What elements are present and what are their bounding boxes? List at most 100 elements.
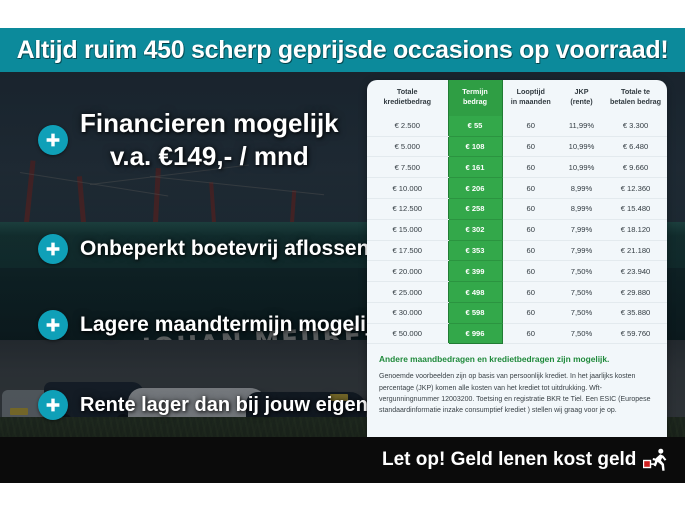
table-cell: € 996	[447, 323, 503, 345]
table-header-cell: Totale kredietbedrag	[383, 87, 432, 107]
table-cell: € 161	[447, 156, 503, 179]
table-row: € 2.500 € 55 60 11,99% € 3.300	[367, 115, 667, 137]
running-man-warning-icon	[643, 448, 667, 471]
table-cell: 60	[502, 260, 559, 283]
table-cell: € 2.500	[367, 115, 448, 137]
table-cell: 60	[502, 281, 559, 303]
table-cell: € 498	[447, 281, 503, 303]
table-cell: € 29.880	[604, 281, 667, 303]
benefit-item-lower-rate: Rente lager dan bij jouw eigen bank	[38, 390, 420, 420]
table-cell: € 59.760	[604, 323, 667, 345]
table-cell: € 18.120	[604, 219, 667, 241]
table-row: € 12.500 € 258 60 8,99% € 15.480	[367, 198, 667, 220]
footnote-body: Genoemde voorbeelden zijn op basis van p…	[379, 373, 651, 415]
table-header-cell: Totale te betalen bedrag	[609, 87, 662, 107]
benefit-text-block: Financieren mogelijk v.a. €149,- / mnd	[80, 108, 339, 172]
table-header-cell: JKP (rente)	[570, 87, 593, 107]
table-cell: 10,99%	[559, 156, 604, 179]
table-cell: € 353	[447, 240, 503, 262]
table-cell: € 35.880	[604, 302, 667, 324]
legal-warning-footer: Let op! Geld lenen kost geld	[0, 437, 685, 483]
table-cell: € 258	[447, 198, 503, 220]
footnote-title: Andere maandbedragen en kredietbedragen …	[379, 354, 610, 365]
table-cell: 60	[502, 177, 559, 199]
benefit-label: Rente lager dan bij jouw eigen bank	[80, 393, 421, 416]
table-row: € 7.500 € 161 60 10,99% € 9.660	[367, 156, 667, 179]
table-cell: 7,99%	[559, 219, 604, 241]
table-cell: 10,99%	[559, 136, 604, 158]
benefit-label-line2: v.a. €149,- / mnd	[109, 141, 309, 171]
table-cell: 60	[502, 136, 559, 158]
table-cell: € 55	[447, 115, 503, 137]
table-cell: 60	[502, 302, 559, 324]
table-cell: € 9.660	[604, 156, 667, 179]
table-cell: € 3.300	[604, 115, 667, 137]
table-cell: 11,99%	[559, 115, 604, 137]
table-cell: 8,99%	[559, 177, 604, 199]
benefit-item-penalty-free: Onbeperkt boetevrij aflossen	[38, 234, 369, 264]
table-cell: 8,99%	[559, 198, 604, 220]
table-cell: 7,50%	[559, 323, 604, 345]
benefit-label: Lagere maandtermijn mogelijk	[80, 313, 384, 336]
table-cell: 7,50%	[559, 281, 604, 303]
table-row: € 30.000 € 598 60 7,50% € 35.880	[367, 302, 667, 324]
plus-circle-icon	[38, 310, 68, 340]
table-row: € 20.000 € 399 60 7,50% € 23.940	[367, 260, 667, 283]
benefit-item-lower-term: Lagere maandtermijn mogelijk	[38, 310, 383, 340]
plus-circle-icon	[38, 390, 68, 420]
benefit-item-financing: Financieren mogelijk v.a. €149,- / mnd	[38, 108, 339, 172]
table-cell: € 6.480	[604, 136, 667, 158]
table-cell: 7,99%	[559, 240, 604, 262]
finance-table-body: € 2.500 € 55 60 11,99% € 3.300 € 5.000 € 108 60…	[367, 115, 667, 345]
benefit-label: Onbeperkt boetevrij aflossen	[80, 237, 370, 260]
table-cell: 7,50%	[559, 302, 604, 324]
table-row: € 15.000 € 302 60 7,99% € 18.120	[367, 219, 667, 241]
table-row: € 10.000 € 206 60 8,99% € 12.360	[367, 177, 667, 199]
table-cell: 60	[502, 156, 559, 179]
table-cell: € 50.000	[367, 323, 448, 345]
table-cell: € 30.000	[367, 302, 448, 324]
table-header-cell: Termijn bedrag	[447, 80, 503, 116]
plus-circle-icon	[38, 125, 68, 155]
table-cell: € 12.500	[367, 198, 448, 220]
bottom-whitespace	[0, 483, 685, 513]
table-cell: € 10.000	[367, 177, 448, 199]
table-header-cell: Looptijd in maanden	[510, 87, 551, 107]
finance-footnote: Andere maandbedragen en kredietbedragen …	[367, 344, 667, 420]
table-cell: € 17.500	[367, 240, 448, 262]
table-cell: € 15.000	[367, 219, 448, 241]
table-cell: 60	[502, 219, 559, 241]
table-cell: € 15.480	[604, 198, 667, 220]
table-cell: 60	[502, 115, 559, 137]
benefits-list: Financieren mogelijk v.a. €149,- / mnd O…	[0, 72, 420, 483]
table-cell: € 108	[447, 136, 503, 158]
table-cell: € 12.360	[604, 177, 667, 199]
table-row: € 50.000 € 996 60 7,50% € 59.760	[367, 323, 667, 345]
table-cell: € 20.000	[367, 260, 448, 283]
table-row: € 25.000 € 498 60 7,50% € 29.880	[367, 281, 667, 303]
table-cell: 7,50%	[559, 260, 604, 283]
headline-banner: Altijd ruim 450 scherp geprijsde occasio…	[0, 28, 685, 72]
legal-warning-inner: Let op! Geld lenen kost geld	[382, 447, 669, 473]
finance-table: Totale kredietbedrag Termijn bedrag Looptijd…	[367, 80, 667, 345]
table-cell: € 598	[447, 302, 503, 324]
table-cell: € 7.500	[367, 156, 448, 179]
table-cell: 60	[502, 323, 559, 345]
table-cell: € 23.940	[604, 260, 667, 283]
table-cell: € 25.000	[367, 281, 448, 303]
table-cell: € 5.000	[367, 136, 448, 158]
headline-text: Altijd ruim 450 scherp geprijsde occasio…	[16, 35, 669, 64]
table-cell: € 302	[447, 219, 503, 241]
table-cell: € 206	[447, 177, 503, 199]
finance-table-head: Totale kredietbedrag Termijn bedrag Looptijd…	[367, 80, 667, 116]
table-cell: € 399	[447, 260, 503, 283]
finance-table-card: Totale kredietbedrag Termijn bedrag Looptijd…	[367, 80, 667, 475]
table-cell: 60	[502, 240, 559, 262]
benefit-label-line1: Financieren mogelijk	[80, 108, 339, 138]
table-cell: € 21.180	[604, 240, 667, 262]
table-cell: 60	[502, 198, 559, 220]
table-row: € 17.500 € 353 60 7,99% € 21.180	[367, 240, 667, 262]
legal-warning-text: Let op! Geld lenen kost geld	[382, 449, 637, 470]
table-row: € 5.000 € 108 60 10,99% € 6.480	[367, 136, 667, 158]
